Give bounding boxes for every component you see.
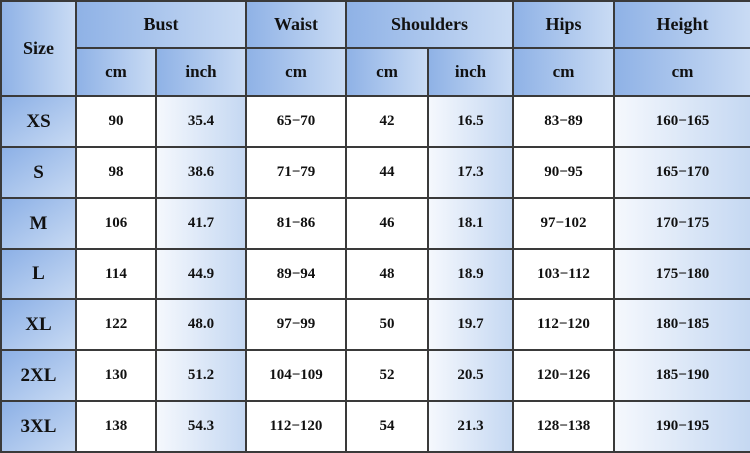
size-label: XS bbox=[0, 95, 77, 148]
measurement: 90−95 bbox=[512, 146, 616, 199]
size-label: S bbox=[0, 146, 77, 199]
measurement: 112−120 bbox=[245, 400, 348, 453]
measurement: 122 bbox=[75, 298, 157, 351]
measurement: 38.6 bbox=[154, 146, 248, 199]
group-header: Shoulders bbox=[345, 0, 515, 49]
size-label: L bbox=[0, 248, 77, 300]
measurement: 35.4 bbox=[154, 95, 248, 148]
measurement: 46 bbox=[345, 197, 430, 250]
unit-header: cm bbox=[345, 47, 430, 97]
unit-header: cm bbox=[512, 47, 616, 97]
measurement: 160−165 bbox=[613, 95, 750, 148]
measurement: 89−94 bbox=[245, 248, 348, 300]
unit-header: cm bbox=[75, 47, 157, 97]
measurement: 42 bbox=[345, 95, 430, 148]
measurement: 170−175 bbox=[613, 197, 750, 250]
unit-header: cm bbox=[613, 47, 750, 97]
size-label: XL bbox=[0, 298, 77, 351]
unit-row: cm inch cm cm inch cm cm bbox=[1, 47, 750, 97]
measurement: 16.5 bbox=[427, 95, 515, 148]
measurement: 114 bbox=[75, 248, 157, 300]
group-header: Height bbox=[613, 0, 750, 49]
measurement: 138 bbox=[75, 400, 157, 453]
size-label: M bbox=[0, 197, 77, 250]
measurement: 185−190 bbox=[613, 349, 750, 402]
measurement: 97−99 bbox=[245, 298, 348, 351]
measurement: 112−120 bbox=[512, 298, 616, 351]
group-header: Waist bbox=[245, 0, 348, 49]
measurement: 65−70 bbox=[245, 95, 348, 148]
measurement: 18.9 bbox=[427, 248, 515, 300]
measurement: 71−79 bbox=[245, 146, 348, 199]
measurement: 190−195 bbox=[613, 400, 750, 453]
size-row: XL 122 48.0 97−99 50 19.7 112−120 180−185 bbox=[0, 298, 750, 351]
measurement: 180−185 bbox=[613, 298, 750, 351]
measurement: 81−86 bbox=[245, 197, 348, 250]
size-label: 2XL bbox=[0, 349, 77, 402]
measurement: 130 bbox=[75, 349, 157, 402]
measurement: 44 bbox=[345, 146, 430, 199]
size-row: S 98 38.6 71−79 44 17.3 90−95 165−170 bbox=[0, 146, 750, 199]
measurement: 41.7 bbox=[154, 197, 248, 250]
measurement: 18.1 bbox=[427, 197, 515, 250]
measurement: 120−126 bbox=[512, 349, 616, 402]
measurement: 48 bbox=[345, 248, 430, 300]
measurement: 44.9 bbox=[154, 248, 248, 300]
measurement: 19.7 bbox=[427, 298, 515, 351]
measurement: 50 bbox=[345, 298, 430, 351]
measurement: 21.3 bbox=[427, 400, 515, 453]
measurement: 104−109 bbox=[245, 349, 348, 402]
measurement: 52 bbox=[345, 349, 430, 402]
measurement: 17.3 bbox=[427, 146, 515, 199]
measurement: 90 bbox=[75, 95, 157, 148]
measurement: 165−170 bbox=[613, 146, 750, 199]
unit-header: inch bbox=[427, 47, 515, 97]
measurement: 106 bbox=[75, 197, 157, 250]
measurement: 97−102 bbox=[512, 197, 616, 250]
group-header: Hips bbox=[512, 0, 616, 49]
size-row: L 114 44.9 89−94 48 18.9 103−112 175−180 bbox=[0, 248, 750, 300]
corner-header: Size bbox=[0, 0, 77, 97]
measurement: 103−112 bbox=[512, 248, 616, 300]
measurement: 48.0 bbox=[154, 298, 248, 351]
measurement: 51.2 bbox=[154, 349, 248, 402]
measurement: 83−89 bbox=[512, 95, 616, 148]
table-body: XS 90 35.4 65−70 42 16.5 83−89 160−165 S 98 38.6 71… bbox=[0, 95, 750, 453]
size-label: 3XL bbox=[0, 400, 77, 453]
size-row: 2XL 130 51.2 104−109 52 20.5 120−126 185−190 bbox=[0, 349, 750, 402]
size-row: 3XL 138 54.3 112−120 54 21.3 128−138 190−195 bbox=[0, 400, 750, 453]
size-row: XS 90 35.4 65−70 42 16.5 83−89 160−165 bbox=[0, 95, 750, 148]
header-row: Size Bust Waist Shoulders Hips Height bbox=[0, 0, 750, 97]
measurement: 54 bbox=[345, 400, 430, 453]
measurement: 54.3 bbox=[154, 400, 248, 453]
measurement: 20.5 bbox=[427, 349, 515, 402]
measurement: 98 bbox=[75, 146, 157, 199]
unit-header: cm bbox=[245, 47, 348, 97]
size-row: M 106 41.7 81−86 46 18.1 97−102 170−175 bbox=[0, 197, 750, 250]
measurement: 128−138 bbox=[512, 400, 616, 453]
group-header: Bust bbox=[74, 0, 248, 49]
unit-header: inch bbox=[154, 47, 248, 97]
measurement: 175−180 bbox=[613, 248, 750, 300]
